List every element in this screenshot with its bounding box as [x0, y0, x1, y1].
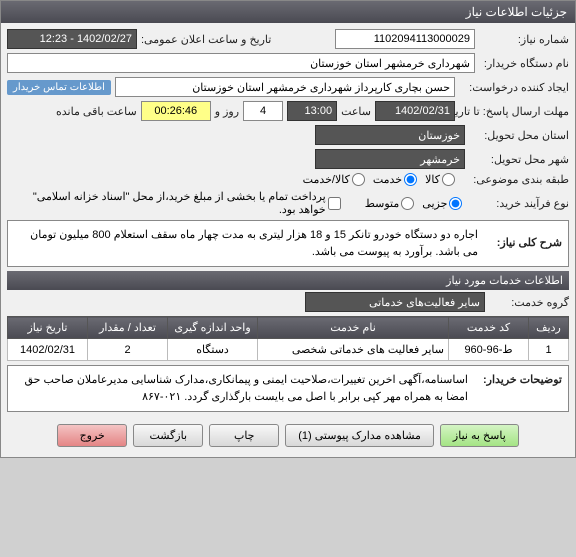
announce-field — [7, 29, 137, 49]
services-section-header: اطلاعات خدمات مورد نیاز — [7, 271, 569, 290]
window-title: جزئیات اطلاعات نیاز — [466, 5, 567, 19]
desc-title-text: اجاره دو دستگاه خودرو تانکر 15 و 18 هزار… — [14, 227, 478, 260]
time-label-1: ساعت — [341, 105, 371, 118]
radio-medium[interactable]: متوسط — [365, 197, 415, 210]
table-row[interactable]: 1 ط-96-960 سایر فعالیت های خدماتی شخصی د… — [8, 339, 569, 361]
need-description-box: شرح کلی نیاز: اجاره دو دستگاه خودرو تانک… — [7, 220, 569, 267]
th-name: نام خدمت — [258, 317, 449, 339]
cell-unit: دستگاه — [168, 339, 258, 361]
deadline-date-field — [375, 101, 455, 121]
city-field — [315, 149, 465, 169]
countdown-field — [141, 101, 211, 121]
respond-button[interactable]: پاسخ به نیاز — [440, 424, 519, 447]
days-label: روز و — [215, 105, 239, 118]
need-no-label: شماره نیاز: — [479, 33, 569, 46]
province-label: استان محل تحویل: — [469, 129, 569, 142]
buyer-notes-label: توضیحات خریدار: — [472, 372, 562, 389]
deadline-label: مهلت ارسال پاسخ: تا تاریخ: — [459, 105, 569, 118]
purchase-type-group: جزیی متوسط — [365, 197, 463, 210]
payment-checkbox[interactable]: پرداخت تمام یا بخشی از مبلغ خرید،از محل … — [7, 190, 341, 216]
group-label: گروه خدمت: — [489, 296, 569, 309]
cell-code: ط-96-960 — [449, 339, 529, 361]
table-header-row: ردیف کد خدمت نام خدمت واحد اندازه گیری ت… — [8, 317, 569, 339]
buyer-notes-text: اساسنامه،آگهی اخرین تغییرات،صلاحیت ایمنی… — [14, 372, 468, 405]
buyer-label: نام دستگاه خریدار: — [479, 57, 569, 70]
deadline-time-field — [287, 101, 337, 121]
radio-both[interactable]: کالا/خدمت — [303, 173, 365, 186]
buyer-field[interactable] — [7, 53, 475, 73]
cell-name: سایر فعالیت های خدماتی شخصی — [258, 339, 449, 361]
requester-field[interactable] — [115, 77, 455, 97]
services-table: ردیف کد خدمت نام خدمت واحد اندازه گیری ت… — [7, 316, 569, 361]
city-label: شهر محل تحویل: — [469, 153, 569, 166]
province-field — [315, 125, 465, 145]
remaining-label: ساعت باقی مانده — [56, 105, 137, 118]
subject-type-label: طبقه بندی موضوعی: — [459, 173, 569, 186]
requester-label: ایجاد کننده درخواست: — [459, 81, 569, 94]
need-no-field[interactable] — [335, 29, 475, 49]
th-code: کد خدمت — [449, 317, 529, 339]
contact-buyer-link[interactable]: اطلاعات تماس خریدار — [7, 80, 111, 95]
cell-qty: 2 — [88, 339, 168, 361]
cell-rownum: 1 — [529, 339, 569, 361]
group-field — [305, 292, 485, 312]
exit-button[interactable]: خروج — [57, 424, 127, 447]
radio-goods[interactable]: کالا — [425, 173, 455, 186]
days-field — [243, 101, 283, 121]
th-row: ردیف — [529, 317, 569, 339]
attachments-button[interactable]: مشاهده مدارک پیوستی (1) — [285, 424, 434, 447]
radio-service[interactable]: خدمت — [373, 173, 417, 186]
th-qty: تعداد / مقدار — [88, 317, 168, 339]
footer-buttons: پاسخ به نیاز مشاهده مدارک پیوستی (1) چاپ… — [7, 416, 569, 451]
purchase-type-label: نوع فرآیند خرید: — [466, 197, 569, 210]
radio-minor[interactable]: جزیی — [422, 197, 462, 210]
subject-type-group: کالا خدمت کالا/خدمت — [303, 173, 455, 186]
print-button[interactable]: چاپ — [209, 424, 279, 447]
th-date: تاریخ نیاز — [8, 317, 88, 339]
th-unit: واحد اندازه گیری — [168, 317, 258, 339]
desc-title-label: شرح کلی نیاز: — [482, 235, 562, 252]
window-titlebar: جزئیات اطلاعات نیاز — [1, 1, 575, 23]
announce-label: تاریخ و ساعت اعلان عمومی: — [141, 33, 271, 46]
content-area: شماره نیاز: تاریخ و ساعت اعلان عمومی: نا… — [1, 23, 575, 457]
back-button[interactable]: بازگشت — [133, 424, 203, 447]
cell-date: 1402/02/31 — [8, 339, 88, 361]
details-window: جزئیات اطلاعات نیاز شماره نیاز: تاریخ و … — [0, 0, 576, 458]
buyer-notes-box: توضیحات خریدار: اساسنامه،آگهی اخرین تغیی… — [7, 365, 569, 412]
